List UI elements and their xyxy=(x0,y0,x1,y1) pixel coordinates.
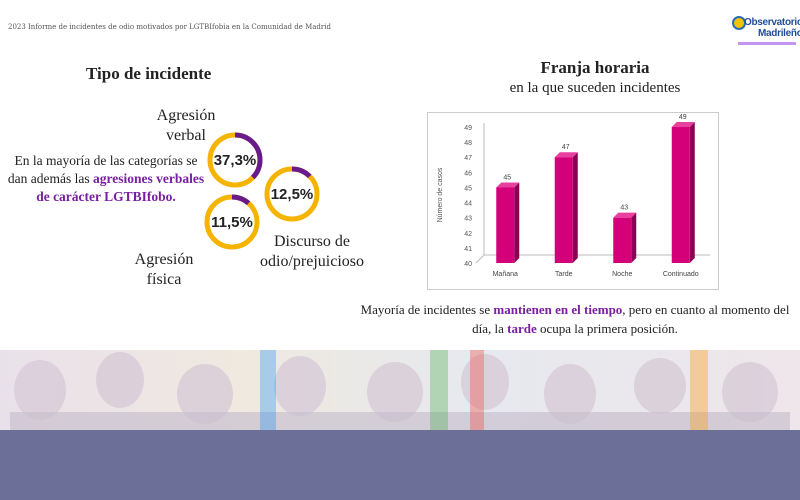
bar xyxy=(613,217,632,263)
y-tick-label: 45 xyxy=(464,185,472,192)
bar-side xyxy=(689,122,695,263)
y-tick-label: 42 xyxy=(464,231,472,238)
people-silhouettes-image xyxy=(10,350,790,430)
bar-side xyxy=(514,182,520,263)
bar-side xyxy=(572,152,578,263)
desc-highlight-tarde: tarde xyxy=(507,321,537,336)
bar xyxy=(496,187,515,263)
bar-top xyxy=(613,212,637,218)
desc-part1: Mayoría de incidentes se xyxy=(360,302,491,317)
time-slot-title: Franja horaria xyxy=(540,58,650,77)
incident-type-description: En la mayoría de las categorías se dan a… xyxy=(6,152,206,206)
bar-top xyxy=(554,152,578,158)
bar xyxy=(671,127,690,263)
circle-discurso-value: 12,5% xyxy=(270,185,314,203)
circle-fisica: 11,5% xyxy=(204,194,260,250)
footer-band xyxy=(0,430,800,500)
time-slot-chart: 40 41 42 43 44 45 46 47 48 49 Número de casos 45 Mañ… xyxy=(427,112,719,290)
circle-verbal-value: 37,3% xyxy=(213,151,257,169)
y-tick-label: 41 xyxy=(464,246,472,253)
label-hate-speech: Discurso de odio/prejuicioso xyxy=(260,233,364,270)
bar xyxy=(554,157,573,263)
report-header-title: 2023 Informe de incidentes de odio motiv… xyxy=(8,23,331,31)
y-tick-label: 46 xyxy=(464,170,472,177)
logo-tagline-decoration xyxy=(738,42,796,45)
y-tick-label: 48 xyxy=(464,140,472,147)
observatorio-logo: Observatorio Madrileño xyxy=(732,14,800,50)
bar-side xyxy=(631,212,637,263)
x-tick-label: Continuado xyxy=(663,271,699,278)
description-text: En la mayoría de las categorías se dan a… xyxy=(7,153,198,186)
logo-text-line1: Observatorio xyxy=(744,17,800,28)
x-tick-label: Mañana xyxy=(493,271,518,278)
label-verbal-aggression: Agresión verbal xyxy=(156,107,216,144)
ring-discurso xyxy=(264,166,320,222)
decorative-banner xyxy=(0,350,800,430)
y-tick-label: 44 xyxy=(464,201,472,208)
ring-verbal xyxy=(207,132,263,188)
desc-part3: ocupa la primera posición. xyxy=(539,321,678,336)
time-slot-description: Mayoría de incidentes se mantienen en el… xyxy=(360,300,790,338)
bar-top xyxy=(496,182,520,188)
y-axis-label: Número de casos xyxy=(437,167,444,222)
bar-data-label: 45 xyxy=(503,174,511,181)
bar-chart-svg: 40 41 42 43 44 45 46 47 48 49 Número de casos 45 Mañ… xyxy=(437,114,710,278)
bar-data-label: 49 xyxy=(679,114,687,121)
desc-part2: , pero en cuanto al momento del día, la xyxy=(472,302,790,336)
x-tick-label: Noche xyxy=(612,271,632,278)
label-physical-aggression: Agresión física xyxy=(134,251,194,288)
incident-type-title: Tipo de incidente xyxy=(86,64,212,83)
circle-fisica-value: 11,5% xyxy=(211,213,253,231)
logo-icon xyxy=(732,16,746,30)
y-tick-label: 49 xyxy=(464,125,472,132)
bar-data-label: 43 xyxy=(620,205,628,212)
circle-verbal: 37,3% xyxy=(207,132,263,188)
y-tick-label: 47 xyxy=(464,155,472,162)
bar-top xyxy=(671,122,695,127)
desc-highlight-mantienen: mantienen en el tiempo xyxy=(493,302,623,317)
ring-fisica xyxy=(204,194,260,250)
y-tick-label: 43 xyxy=(464,216,472,223)
circle-discurso: 12,5% xyxy=(264,166,320,222)
bar-data-label: 47 xyxy=(562,144,570,151)
x-tick-label: Tarde xyxy=(555,271,573,278)
y-tick-label: 40 xyxy=(464,261,472,268)
description-highlight: agresiones verbales de carácter LGTBIfob… xyxy=(36,171,205,204)
time-slot-subtitle: en la que suceden incidentes xyxy=(509,80,681,96)
logo-text-line2: Madrileño xyxy=(758,28,800,39)
